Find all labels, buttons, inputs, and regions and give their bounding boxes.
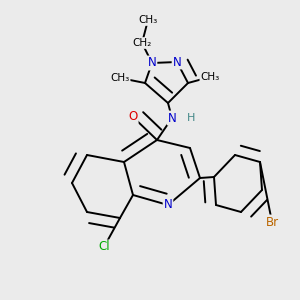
Text: H: H xyxy=(187,113,195,123)
Text: N: N xyxy=(148,56,156,70)
Text: O: O xyxy=(128,110,138,124)
Text: Cl: Cl xyxy=(98,241,110,254)
Text: CH₃: CH₃ xyxy=(110,73,130,83)
Text: CH₂: CH₂ xyxy=(132,38,152,48)
Text: N: N xyxy=(164,199,172,212)
Text: CH₃: CH₃ xyxy=(138,15,158,25)
Text: N: N xyxy=(168,112,176,124)
Text: CH₃: CH₃ xyxy=(200,72,220,82)
Text: N: N xyxy=(172,56,182,68)
Text: Br: Br xyxy=(266,215,279,229)
